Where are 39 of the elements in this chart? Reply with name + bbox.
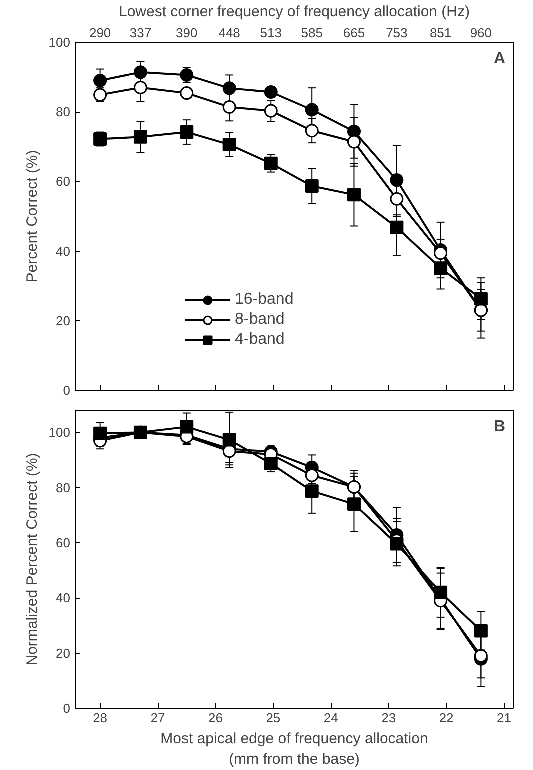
x-tick-label: 25 — [266, 710, 281, 726]
y-tick-label: 0 — [63, 701, 71, 716]
text: 960 — [470, 26, 492, 40]
text: 851 — [430, 26, 452, 40]
y-tick-label: 0 — [63, 383, 71, 398]
y-axis-title: Normalized Percent Correct (%) — [24, 453, 41, 666]
annotation: A — [494, 50, 506, 68]
x-tick-label: 23 — [382, 710, 396, 726]
x-tick-label: 27 — [150, 710, 166, 726]
y-tick-label: 20 — [56, 646, 71, 661]
x-axis-title: Most apical edge of frequency allocation (mm from the base) — [160, 730, 428, 768]
y-tick-label: 80 — [56, 104, 71, 120]
y-tick-label: 60 — [56, 174, 71, 190]
x-tick-label: 22 — [439, 710, 454, 726]
x-tick-label: 21 — [497, 710, 512, 726]
legend-label: 8-band — [235, 311, 285, 329]
x-tick-label: 28 — [93, 710, 108, 726]
legend-label: 4-band — [235, 331, 285, 349]
y-tick-label: 20 — [56, 313, 71, 328]
x-tick-label: 26 — [208, 710, 223, 726]
y-tick-label: 40 — [56, 590, 71, 606]
y-tick-label: 100 — [48, 425, 71, 440]
x2-axis-title: Lowest corner frequency of frequency allocation (Hz) — [118, 4, 470, 20]
text: 448 — [218, 26, 240, 40]
text: 337 — [130, 26, 152, 40]
y-tick-label: 60 — [56, 535, 71, 550]
y-tick-label: 40 — [56, 244, 71, 259]
text: 513 — [260, 26, 282, 40]
y-axis-title: Percent Correct (%) — [24, 150, 41, 283]
text: 290 — [89, 26, 112, 40]
legend-label: 16-band — [235, 291, 294, 309]
y-tick-label: 100 — [48, 35, 71, 50]
x-tick-label: 24 — [324, 710, 338, 726]
y-tick-label: 80 — [56, 480, 71, 496]
text: 390 — [176, 26, 198, 40]
text: 753 — [386, 26, 408, 40]
annotation: B — [494, 418, 506, 436]
text: 665 — [343, 26, 366, 40]
text: 585 — [301, 26, 323, 40]
